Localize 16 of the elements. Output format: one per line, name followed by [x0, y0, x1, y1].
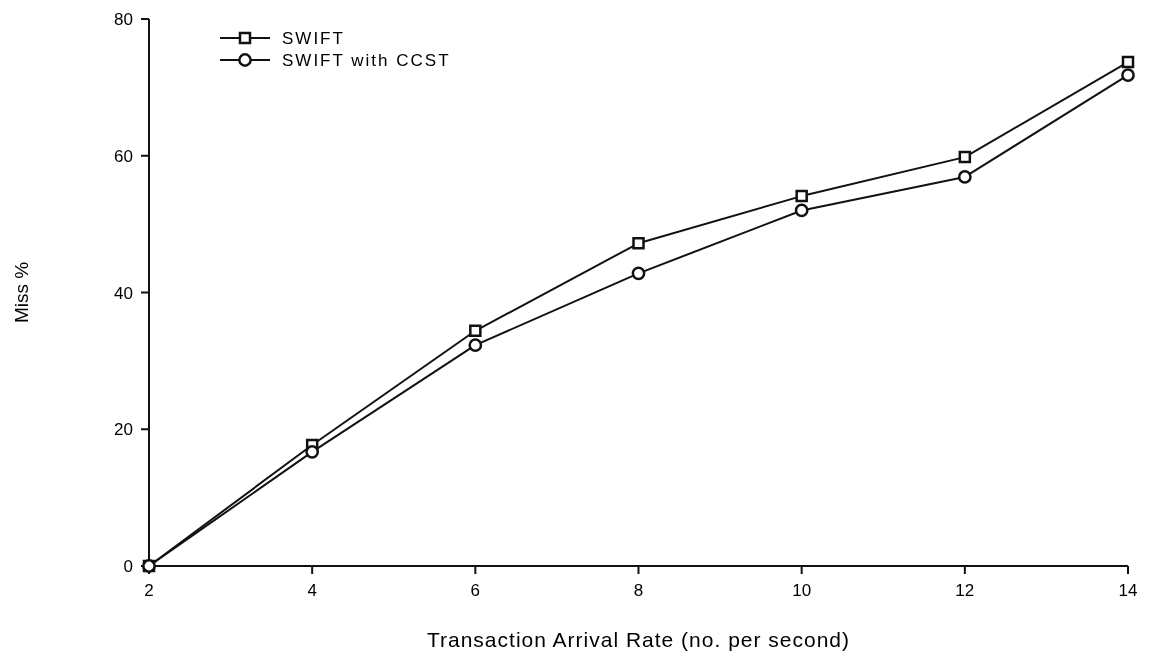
x-tick-label: 2	[144, 581, 154, 600]
legend-label: SWIFT with CCST	[282, 51, 451, 70]
legend-label: SWIFT	[282, 29, 345, 48]
x-tick-label: 4	[307, 581, 317, 600]
x-axis-title: Transaction Arrival Rate (no. per second)	[426, 628, 851, 651]
x-tick-label: 10	[792, 581, 812, 600]
y-tick-label: 80	[114, 10, 133, 29]
x-tick-label: 6	[470, 581, 481, 600]
y-axis-title: Miss %	[11, 261, 32, 324]
y-tick-label: 60	[114, 146, 133, 166]
y-tick-label: 0	[123, 557, 133, 576]
y-tick-label: 40	[114, 283, 133, 303]
y-tick-label: 20	[114, 420, 133, 440]
x-tick-label: 8	[633, 581, 644, 600]
x-tick-label: 14	[1118, 581, 1138, 600]
x-tick-label: 12	[955, 581, 975, 600]
